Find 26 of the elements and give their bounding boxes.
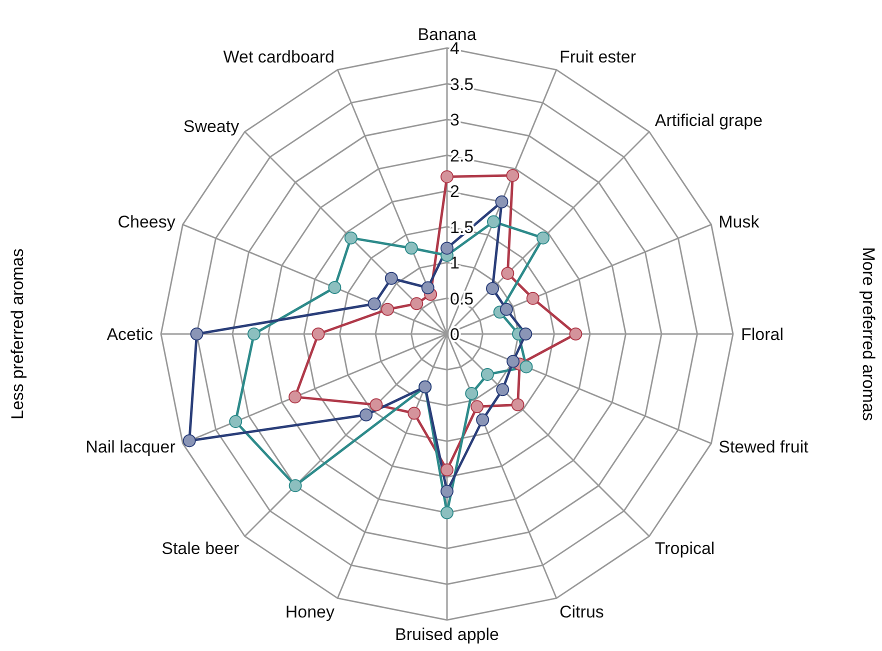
spoke-label: Tropical [654, 538, 715, 558]
y-tick-label: 1.5 [450, 218, 474, 237]
y-tick-label: 2.5 [450, 146, 474, 166]
y-tick-label: 3.5 [450, 74, 474, 94]
spoke-label: Citrus [560, 602, 604, 622]
spoke-label: Floral [741, 325, 784, 344]
y-tick-label: 4 [450, 39, 460, 58]
spoke-label: Fruit ester [560, 47, 636, 66]
spoke-label: Bruised apple [395, 625, 499, 644]
y-tick-label: 1 [450, 254, 460, 272]
spoke-label: Sweaty [183, 117, 240, 136]
spoke-label: Stale beer [162, 538, 240, 558]
y-tick-label: 0.5 [450, 289, 474, 308]
y-tick-label: 0 [450, 325, 460, 344]
y-tick-label: 3 [450, 110, 460, 130]
spoke-label: Acetic [106, 325, 154, 344]
spoke-label: Musk [718, 212, 760, 232]
spoke-label: Stewed fruit [718, 438, 809, 457]
spoke-label: Nail lacquer [86, 438, 176, 457]
text: Less preferred aromas [8, 248, 28, 420]
spoke-label: Artificial grape [654, 111, 763, 130]
spoke-label: Honey [285, 602, 335, 622]
text: More preferred aromas [858, 247, 878, 421]
spoke-label: Cheesy [118, 212, 176, 232]
y-tick-label: 2 [450, 182, 460, 201]
spoke-label: Wet cardboard [223, 47, 334, 66]
